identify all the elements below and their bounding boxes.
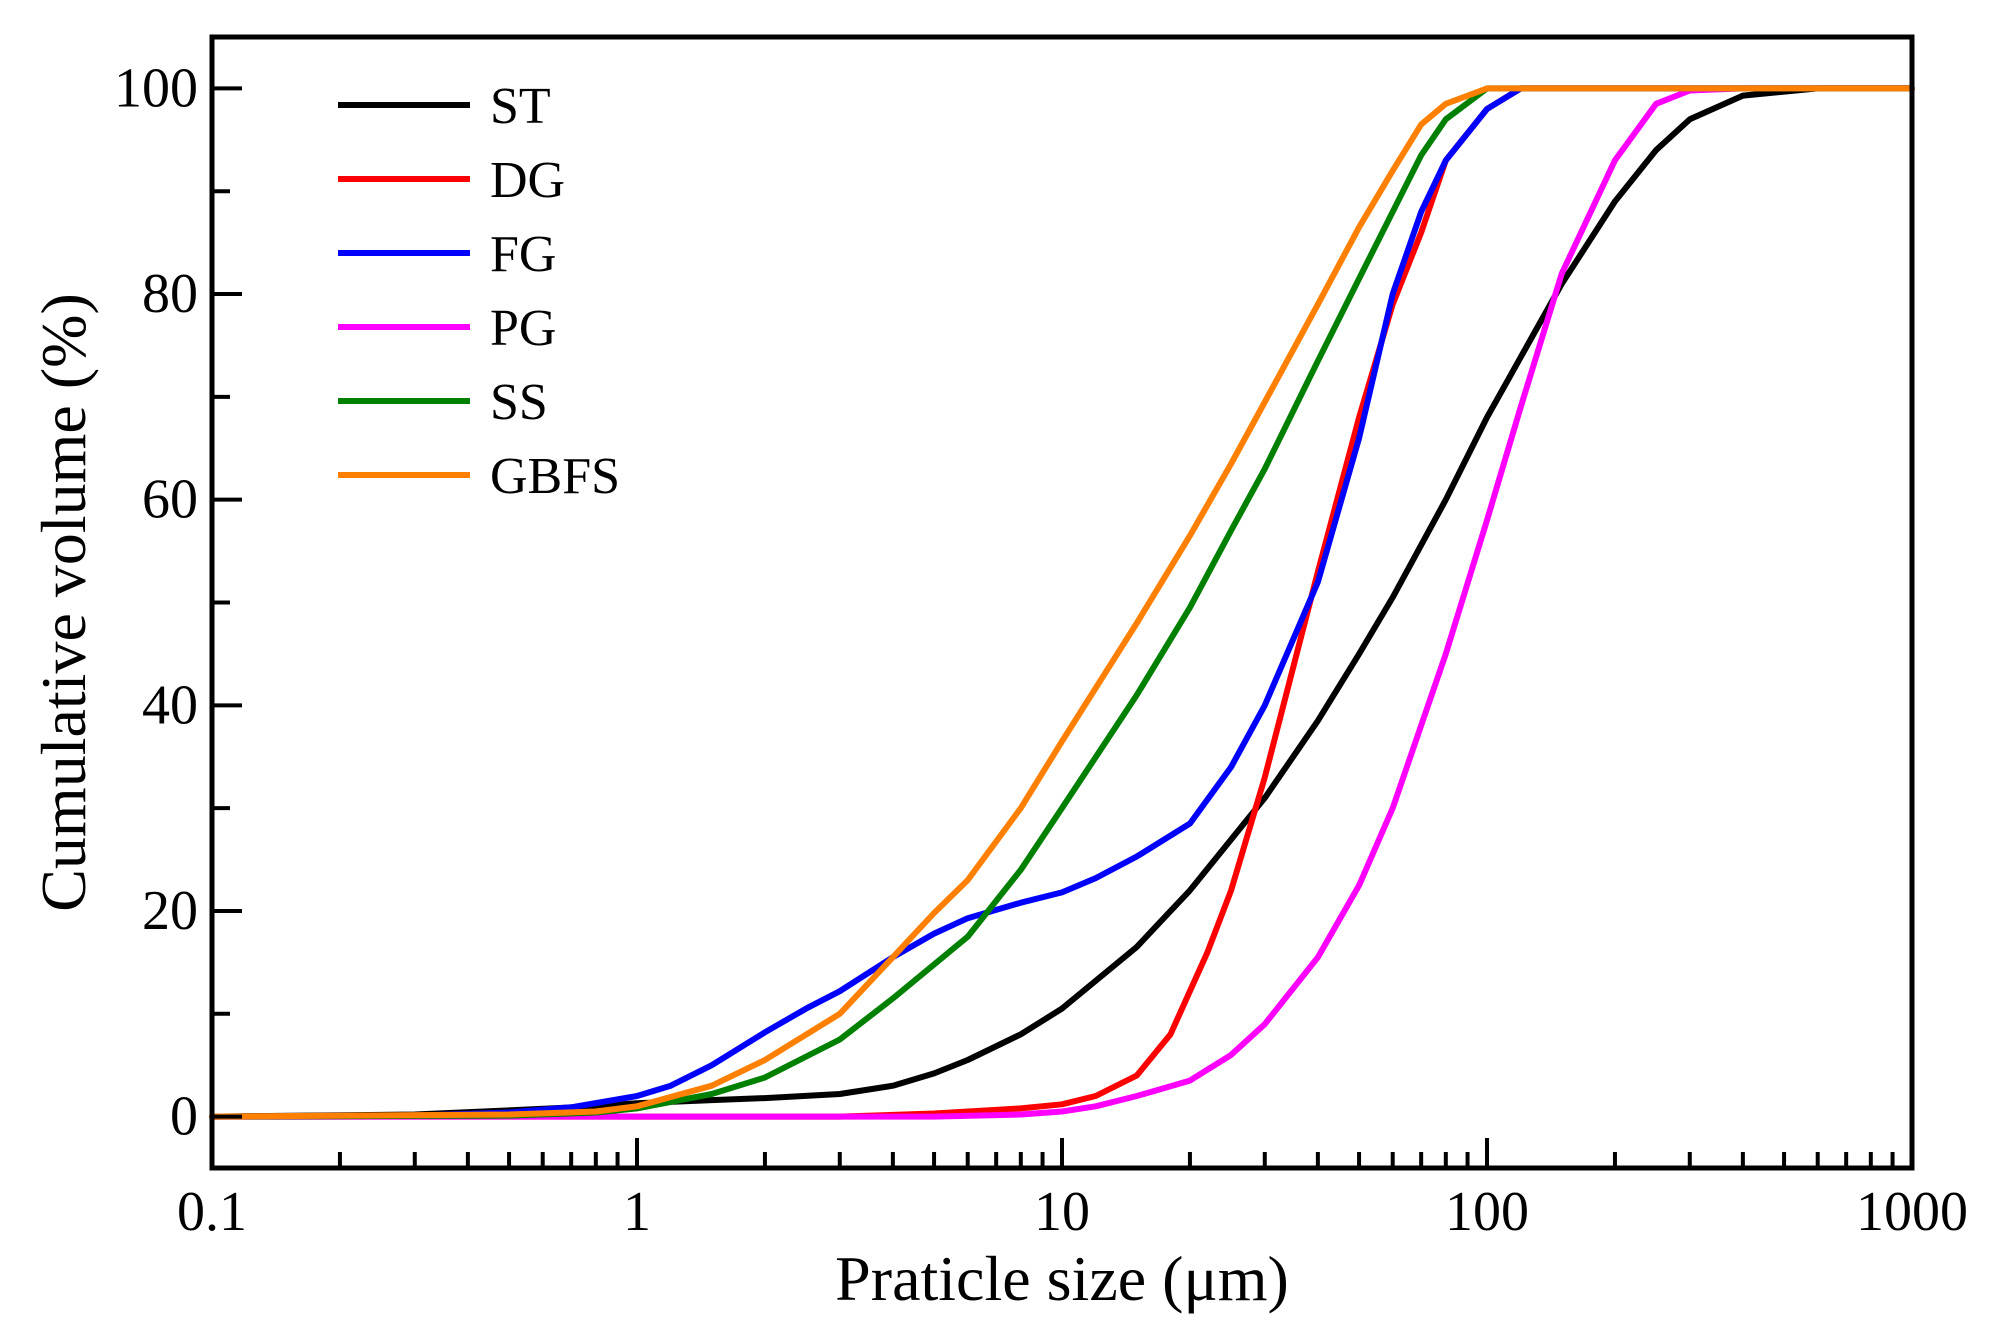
x-tick-label: 10 (1034, 1181, 1090, 1243)
y-tick-label: 20 (142, 880, 198, 942)
y-tick-label: 0 (170, 1086, 198, 1148)
series-line-fg (209, 85, 1915, 1120)
x-tick-label: 1 (623, 1181, 651, 1243)
series-line-ss (209, 85, 1915, 1120)
legend-label-dg: DG (490, 152, 565, 209)
tick-labels: 0.1 1 10 100 1000 0 20 40 60 80 100 (114, 57, 1968, 1243)
y-tick-label: 80 (142, 263, 198, 325)
y-axis-title: Cumulative volume (%) (28, 293, 99, 912)
y-tick-label: 60 (142, 469, 198, 531)
legend-label-pg: PG (490, 300, 556, 357)
plot-frame (209, 34, 1915, 1171)
series-line-st (209, 85, 1915, 1120)
x-tick-label: 1000 (1856, 1181, 1968, 1243)
x-tick-label: 0.1 (177, 1181, 247, 1243)
axis-ticks (210, 86, 1914, 1168)
series-line-gbfs (209, 85, 1915, 1120)
series-line-dg (209, 85, 1915, 1120)
plot-area (209, 85, 1915, 1120)
y-tick-label: 100 (114, 57, 198, 119)
y-tick-label: 40 (142, 674, 198, 736)
legend: ST DG FG PG SS GBFS (338, 78, 620, 505)
legend-label-st: ST (490, 78, 551, 135)
legend-label-fg: FG (490, 226, 556, 283)
series-line-pg (209, 85, 1915, 1120)
legend-label-ss: SS (490, 374, 548, 431)
x-axis-title: Praticle size (μm) (835, 1243, 1289, 1314)
x-tick-label: 100 (1445, 1181, 1529, 1243)
legend-label-gbfs: GBFS (490, 448, 620, 505)
